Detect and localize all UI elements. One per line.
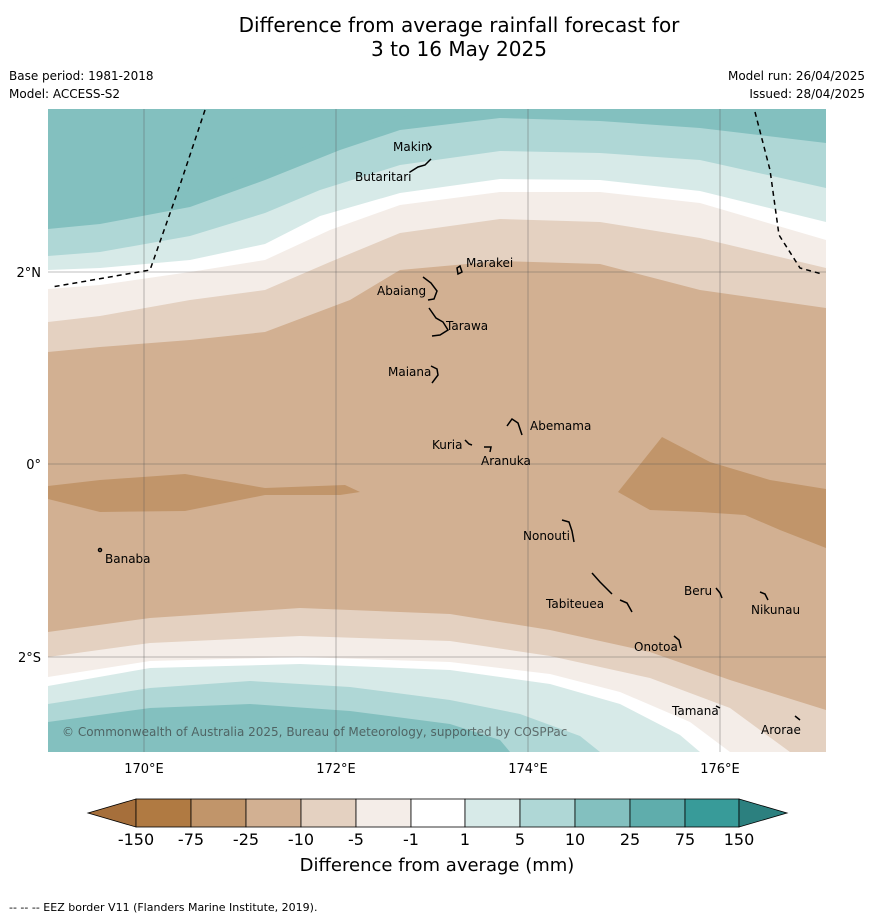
lon-tick-176e: 176°E xyxy=(700,762,740,777)
colorbar-tick-m1: -1 xyxy=(403,830,419,849)
colorbar-tick-m75: -75 xyxy=(178,830,204,849)
colorbar-segment-p25-p75 xyxy=(629,798,686,828)
colorbar-tick-m150: -150 xyxy=(118,830,154,849)
label-marakei: Marakei xyxy=(466,256,513,270)
label-tabiteuea: Tabiteuea xyxy=(545,597,604,611)
lat-tick-2n: 2°N xyxy=(17,266,42,281)
contour-p25-p75-north xyxy=(48,109,500,216)
label-arorae: Arorae xyxy=(761,723,801,737)
label-abemama: Abemama xyxy=(530,419,591,433)
colorbar-segment-m5-m1 xyxy=(355,798,412,828)
colorbar-label: Difference from average (mm) xyxy=(300,855,575,876)
colorbar-extend-low xyxy=(86,798,137,828)
colorbar xyxy=(86,798,789,828)
colorbar-tick-p5: 5 xyxy=(515,830,525,849)
label-butaritari: Butaritari xyxy=(355,170,412,184)
colorbar-tick-p10: 10 xyxy=(565,830,585,849)
label-tarawa: Tarawa xyxy=(445,319,488,333)
colorbar-tick-m10: -10 xyxy=(288,830,314,849)
lon-tick-170e: 170°E xyxy=(124,762,164,777)
lon-tick-172e: 172°E xyxy=(316,762,356,777)
label-abaiang: Abaiang xyxy=(377,284,426,298)
label-makin: Makin xyxy=(393,140,429,154)
gridlines xyxy=(48,109,826,752)
colorbar-segment-p10-p25 xyxy=(574,798,631,828)
map-title-line2: 3 to 16 May 2025 xyxy=(371,37,547,61)
colorbar-tick-p25: 25 xyxy=(620,830,640,849)
label-maiana: Maiana xyxy=(388,365,431,379)
colorbar-tick-p150: 150 xyxy=(724,830,755,849)
colorbar-segment-m10-m5 xyxy=(300,798,357,828)
colorbar-segment-p1-p5 xyxy=(464,798,521,828)
label-nikunau: Nikunau xyxy=(751,603,800,617)
contour-p10-p25-south xyxy=(48,704,510,752)
contour-m75-m25-west xyxy=(48,474,360,512)
issued-date: Issued: 28/04/2025 xyxy=(749,87,865,101)
base-period: Base period: 1981-2018 xyxy=(9,69,154,83)
label-onotoa: Onotoa xyxy=(634,640,678,654)
colorbar-tick-p75: 75 xyxy=(675,830,695,849)
lat-tick-0: 0° xyxy=(26,458,41,473)
copyright-notice: © Commonwealth of Australia 2025, Bureau… xyxy=(62,725,567,739)
colorbar-segment-p5-p10 xyxy=(519,798,576,828)
model-run: Model run: 26/04/2025 xyxy=(727,69,865,83)
colorbar-segment-m75-m25 xyxy=(190,798,247,828)
lon-tick-174e: 174°E xyxy=(508,762,548,777)
eez-footnote: -- -- -- EEZ border V11 (Flanders Marine… xyxy=(9,901,317,914)
label-nonouti: Nonouti xyxy=(523,529,570,543)
colorbar-segment-m150-m75 xyxy=(135,798,192,828)
map-title-line1: Difference from average rainfall forecas… xyxy=(238,13,680,37)
colorbar-extend-high xyxy=(738,798,789,828)
label-kuria: Kuria xyxy=(432,438,463,452)
eez-borders xyxy=(51,109,823,288)
island-outlines xyxy=(97,142,801,721)
colorbar-tick-p1: 1 xyxy=(460,830,470,849)
colorbar-tick-m5: -5 xyxy=(348,830,364,849)
label-aranuka: Aranuka xyxy=(481,454,531,468)
label-tamana: Tamana xyxy=(671,704,719,718)
colorbar-tick-m25: -25 xyxy=(233,830,259,849)
colorbar-segment-m1-p1 xyxy=(410,798,466,828)
colorbar-segment-m25-m10 xyxy=(245,798,302,828)
label-banaba: Banaba xyxy=(105,552,151,566)
lat-tick-2s: 2°S xyxy=(18,651,41,666)
colorbar-segment-p75-p150 xyxy=(684,798,740,828)
contour-m75-m25-east xyxy=(618,437,826,548)
rainfall-contours xyxy=(48,109,826,752)
model-name: Model: ACCESS-S2 xyxy=(9,87,121,101)
label-beru: Beru xyxy=(684,584,712,598)
